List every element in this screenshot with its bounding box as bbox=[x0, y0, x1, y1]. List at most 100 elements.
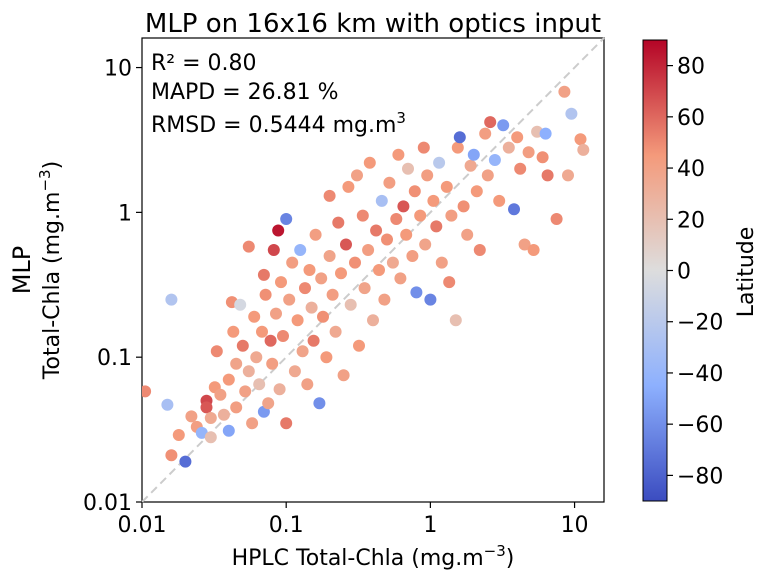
scatter-point bbox=[574, 133, 587, 146]
scatter-point bbox=[497, 119, 510, 132]
scatter-point bbox=[305, 301, 318, 314]
scatter-point bbox=[161, 398, 174, 411]
scatter-point bbox=[234, 298, 247, 311]
scatter-point bbox=[356, 209, 369, 222]
scatter-point bbox=[508, 203, 520, 216]
points-layer bbox=[142, 85, 590, 468]
colorbar-tick-label: 60 bbox=[677, 106, 705, 131]
scatter-point bbox=[267, 244, 280, 256]
scatter-point bbox=[248, 310, 261, 323]
scatter-point bbox=[449, 314, 462, 327]
scatter-point bbox=[470, 185, 483, 198]
scatter-point bbox=[309, 228, 322, 241]
scatter-point bbox=[378, 293, 391, 306]
scatter-point bbox=[440, 180, 453, 193]
scatter-point bbox=[246, 417, 259, 430]
scatter-point bbox=[562, 169, 574, 182]
y-axis-label-sup: −3 bbox=[36, 169, 54, 191]
scatter-point bbox=[277, 330, 289, 342]
scatter-point bbox=[539, 127, 552, 140]
x-tick-label: 0.1 bbox=[269, 513, 304, 538]
y-axis-label-text: Total-Chla (mg.m bbox=[40, 192, 65, 381]
scatter-point bbox=[430, 220, 443, 233]
scatter-point bbox=[230, 357, 243, 370]
scatter-point bbox=[291, 314, 304, 327]
scatter-point bbox=[165, 293, 178, 306]
scatter-point bbox=[142, 385, 152, 398]
scatter-point bbox=[320, 351, 333, 364]
scatter-point bbox=[280, 417, 293, 430]
colorbar-tick-label: 20 bbox=[677, 208, 705, 233]
colorbar-tick-label: 80 bbox=[677, 55, 705, 80]
scatter-point bbox=[257, 268, 270, 281]
scatter-point bbox=[550, 213, 563, 225]
scatter-point bbox=[541, 169, 554, 182]
x-tick-label: 0.01 bbox=[118, 513, 167, 538]
scatter-point bbox=[484, 116, 497, 129]
rmsd-text: RMSD = 0.5444 mg.m bbox=[151, 113, 396, 138]
scatter-point bbox=[329, 325, 342, 338]
scatter-point bbox=[275, 276, 287, 289]
x-tick-label: 1 bbox=[423, 513, 437, 538]
scatter-point bbox=[332, 216, 345, 229]
scatter-point bbox=[313, 397, 326, 410]
scatter-point bbox=[464, 159, 477, 172]
r2-annotation: R² = 0.80 bbox=[151, 51, 257, 76]
scatter-point bbox=[433, 156, 446, 169]
x-axis-label: HPLC Total-Chla (mg.m−3) bbox=[232, 542, 515, 571]
scatter-point bbox=[367, 314, 379, 327]
scatter-point bbox=[386, 256, 399, 269]
scatter-point bbox=[392, 148, 405, 161]
scatter-point bbox=[479, 127, 492, 140]
scatter-point bbox=[419, 238, 432, 251]
scatter-point bbox=[514, 162, 527, 175]
scatter-point bbox=[451, 141, 464, 154]
scatter-point bbox=[518, 238, 531, 251]
scatter-point bbox=[179, 455, 192, 468]
scatter-point bbox=[445, 209, 458, 222]
scatter-point bbox=[204, 431, 217, 444]
scatter-point bbox=[400, 228, 413, 241]
scatter-point bbox=[250, 351, 263, 364]
scatter-point bbox=[283, 293, 296, 306]
scatter-point bbox=[362, 244, 375, 256]
x-axis-label-end: ) bbox=[506, 546, 515, 571]
scatter-point bbox=[381, 233, 393, 246]
scatter-point bbox=[273, 383, 286, 396]
y-tick-label: 10 bbox=[104, 57, 132, 82]
scatter-point bbox=[390, 213, 403, 225]
scatter-point bbox=[264, 334, 277, 347]
scatter-point bbox=[301, 378, 314, 391]
scatter-point bbox=[373, 264, 385, 276]
y-axis-label-end: ) bbox=[40, 161, 65, 170]
scatter-point bbox=[375, 194, 388, 207]
scatter-point bbox=[565, 107, 578, 120]
scatter-point bbox=[383, 176, 396, 189]
y-tick-label: 0.1 bbox=[97, 346, 132, 371]
x-tick-label: 10 bbox=[561, 513, 589, 538]
scatter-point bbox=[402, 162, 414, 175]
scatter-point bbox=[262, 397, 275, 410]
colorbar-ticks: 80 60 40 20 0 −20 −40 −60 −80 bbox=[667, 55, 723, 489]
colorbar-tick-label: −80 bbox=[677, 464, 723, 489]
scatter-point bbox=[195, 426, 208, 439]
scatter-point bbox=[457, 200, 470, 213]
scatter-point bbox=[558, 85, 571, 98]
scatter-point bbox=[349, 256, 361, 269]
scatter-point bbox=[344, 298, 357, 311]
scatter-point bbox=[165, 449, 178, 462]
scatter-point bbox=[417, 141, 430, 154]
scatter-point bbox=[424, 293, 437, 306]
scatter-point bbox=[222, 424, 235, 437]
scatter-point bbox=[408, 185, 421, 198]
scatter-point bbox=[488, 154, 501, 166]
scatter-point bbox=[227, 325, 240, 338]
scatter-point bbox=[337, 369, 350, 382]
scatter-point bbox=[280, 213, 293, 225]
scatter-point bbox=[473, 244, 486, 256]
scatter-point bbox=[217, 408, 230, 421]
y-axis-ticks: 0.01 0.1 1 10 bbox=[83, 57, 142, 516]
scatter-point bbox=[353, 339, 365, 352]
scatter-point bbox=[370, 224, 383, 237]
